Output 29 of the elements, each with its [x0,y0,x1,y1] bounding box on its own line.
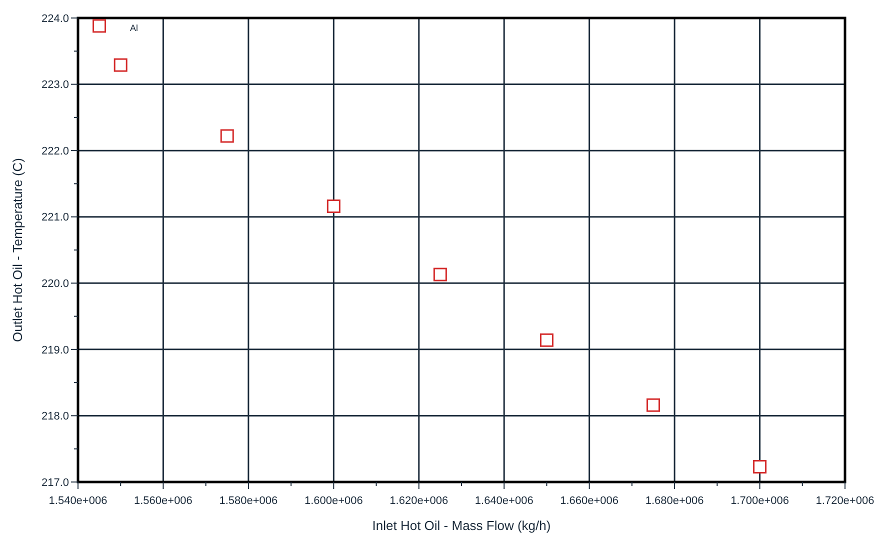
x-tick-label: 1.580e+006 [219,495,278,507]
y-tick-label: 224.0 [41,12,69,25]
y-tick-label: 220.0 [41,278,69,290]
point [433,268,447,282]
x-tick-label: 1.660e+006 [560,495,619,507]
y-tick-label: 218.0 [41,410,69,423]
y-tick-label: 219.0 [41,344,69,356]
point [326,200,340,213]
point [92,19,106,33]
x-tick-label: 1.680e+006 [645,495,704,507]
y-tick-label: 222.0 [41,145,69,158]
point [753,460,767,474]
point [114,58,128,72]
y-tick-label: 217.0 [41,476,69,489]
x-tick-label: 1.540e+006 [48,495,108,507]
x-tick-label: 1.560e+006 [134,495,192,507]
x-tick-label: 1.720e+006 [816,495,874,507]
annotation: Al [130,23,138,33]
point [220,129,234,143]
point [646,398,660,412]
x-tick-label: 1.640e+006 [474,495,534,507]
y-tick-label: 223.0 [41,79,69,92]
x-tick-label: 1.700e+006 [730,495,789,507]
point [540,333,554,347]
x-tick-label: 1.620e+006 [390,495,448,507]
y-tick-label: 221.0 [41,212,69,224]
y-axis-title: Outlet Hot Oil - Temperature (C) [10,158,25,342]
x-axis-title: Inlet Hot Oil - Mass Flow (kg/h) [372,518,551,533]
x-tick-label: 1.600e+006 [304,495,363,507]
